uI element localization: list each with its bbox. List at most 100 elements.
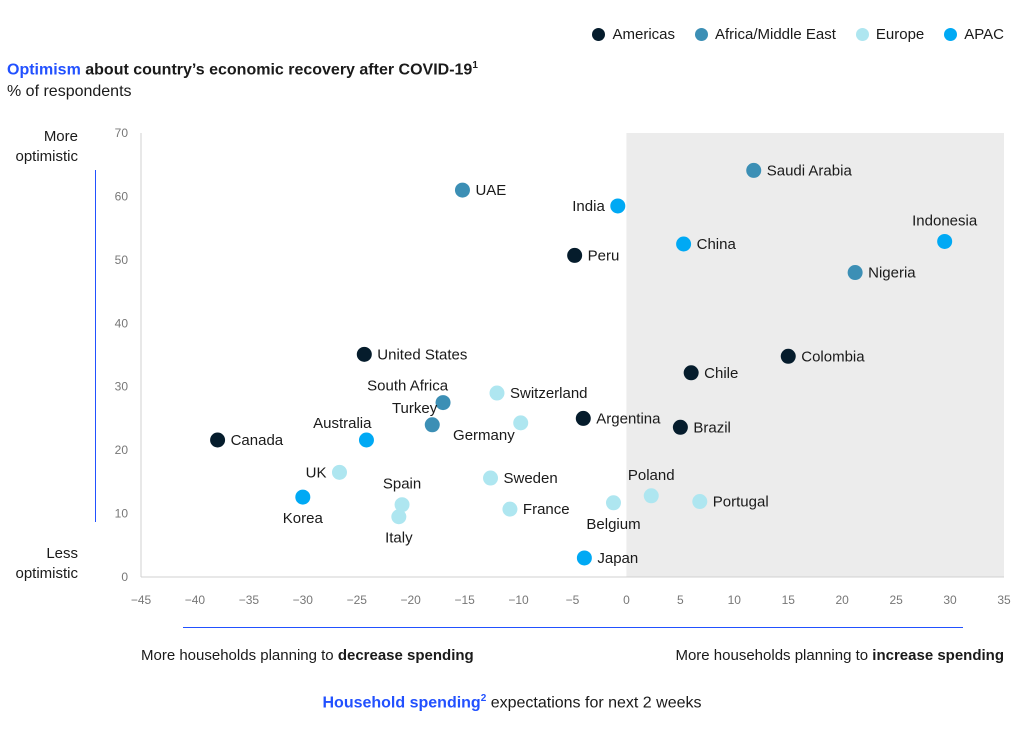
point-label-belgium: Belgium bbox=[586, 516, 640, 533]
x-tick-label: −20 bbox=[401, 593, 422, 607]
point-label-switzerland: Switzerland bbox=[510, 385, 588, 402]
point-australia bbox=[358, 432, 374, 448]
x-axis-arrow-line bbox=[183, 627, 963, 628]
point-label-china: China bbox=[697, 236, 737, 253]
point-label-colombia: Colombia bbox=[801, 348, 865, 365]
shaded-increase-region bbox=[626, 133, 1004, 577]
title-rest: about country’s economic recovery after … bbox=[80, 61, 473, 79]
x-title-rest: expectations for next 2 weeks bbox=[486, 694, 702, 712]
point-label-peru: Peru bbox=[588, 247, 620, 264]
y-axis-bottom-label: Less optimistic bbox=[15, 545, 78, 582]
legend-label-europe: Europe bbox=[875, 26, 925, 43]
x-axis-title: Household spending2 expectations for nex… bbox=[0, 693, 1024, 712]
chart-subtitle: % of respondents bbox=[7, 83, 132, 100]
x-tick-label: −15 bbox=[454, 593, 475, 607]
x-right-prefix: More households planning to bbox=[675, 647, 873, 664]
point-colombia bbox=[780, 348, 796, 364]
point-label-turkey: Turkey bbox=[392, 400, 438, 417]
point-portugal bbox=[692, 494, 708, 510]
point-label-australia: Australia bbox=[313, 415, 372, 432]
point-japan bbox=[576, 550, 592, 566]
point-label-saudi-arabia: Saudi Arabia bbox=[767, 162, 853, 179]
point-korea bbox=[295, 489, 311, 505]
point-label-canada: Canada bbox=[231, 432, 284, 449]
x-tick-label: 35 bbox=[997, 593, 1011, 607]
point-label-italy: Italy bbox=[385, 530, 413, 547]
point-label-sweden: Sweden bbox=[504, 470, 558, 487]
legend-item-africa-middle-east: Africa/Middle East bbox=[695, 26, 836, 43]
point-south-africa bbox=[435, 395, 451, 411]
legend: Americas Africa/Middle East Europe APAC bbox=[592, 26, 1004, 43]
legend-dot-apac bbox=[944, 28, 958, 41]
point-label-south-africa: South Africa bbox=[367, 378, 449, 395]
x-tick-label: 10 bbox=[728, 593, 742, 607]
x-right-bold: increase spending bbox=[872, 647, 1004, 664]
x-left-prefix: More households planning to bbox=[141, 647, 338, 664]
point-uk bbox=[331, 464, 347, 480]
point-switzerland bbox=[489, 385, 505, 401]
x-axis-left-label: More households planning to decrease spe… bbox=[141, 647, 474, 664]
point-label-indonesia: Indonesia bbox=[912, 212, 978, 229]
x-tick-label: −45 bbox=[131, 593, 152, 607]
point-label-united-states: United States bbox=[377, 346, 467, 363]
y-axis-arrow-line bbox=[95, 170, 96, 522]
x-tick-label: 5 bbox=[677, 593, 684, 607]
point-germany bbox=[513, 415, 529, 431]
point-label-argentina: Argentina bbox=[596, 410, 661, 427]
y-axis-top-label: More optimistic bbox=[15, 128, 78, 165]
title-footnote: 1 bbox=[472, 60, 478, 71]
point-label-chile: Chile bbox=[704, 365, 738, 382]
x-tick-label: −25 bbox=[347, 593, 368, 607]
x-axis-right-label: More households planning to increase spe… bbox=[675, 647, 1004, 664]
point-france bbox=[502, 501, 518, 517]
chart-title: Optimism about country’s economic recove… bbox=[7, 60, 478, 79]
point-label-brazil: Brazil bbox=[693, 419, 731, 436]
x-tick-label: −10 bbox=[508, 593, 529, 607]
point-label-japan: Japan bbox=[597, 550, 638, 567]
legend-dot-europe bbox=[855, 28, 869, 41]
y-tick-label: 50 bbox=[115, 253, 129, 267]
point-label-uae: UAE bbox=[475, 182, 506, 199]
y-tick-label: 30 bbox=[115, 380, 129, 394]
x-tick-label: 25 bbox=[889, 593, 903, 607]
point-spain bbox=[394, 497, 410, 513]
point-indonesia bbox=[937, 233, 953, 249]
x-tick-label: −35 bbox=[239, 593, 260, 607]
point-label-spain: Spain bbox=[383, 476, 421, 493]
point-label-nigeria: Nigeria bbox=[868, 265, 916, 282]
point-label-portugal: Portugal bbox=[713, 494, 769, 511]
legend-label-apac: APAC bbox=[964, 26, 1004, 43]
x-tick-label: 30 bbox=[943, 593, 957, 607]
y-tick-label: 70 bbox=[115, 126, 129, 140]
legend-dot-africa-middle-east bbox=[695, 28, 708, 41]
point-label-germany: Germany bbox=[453, 427, 515, 444]
x-tick-label: −30 bbox=[293, 593, 314, 607]
point-nigeria bbox=[847, 265, 863, 281]
x-title-highlight: Household spending bbox=[322, 694, 481, 712]
y-tick-label: 20 bbox=[115, 443, 129, 457]
x-title-footnote: 2 bbox=[480, 693, 487, 704]
title-highlight: Optimism bbox=[7, 61, 81, 79]
y-tick-label: 40 bbox=[115, 316, 129, 330]
point-china bbox=[676, 236, 692, 252]
y-tick-label: 10 bbox=[115, 507, 129, 521]
legend-label-americas: Americas bbox=[612, 26, 675, 43]
x-tick-label: −5 bbox=[566, 593, 580, 607]
point-saudi-arabia bbox=[746, 162, 762, 178]
point-uae bbox=[454, 182, 470, 198]
point-turkey bbox=[424, 417, 440, 433]
point-label-poland: Poland bbox=[628, 467, 675, 484]
point-label-uk: UK bbox=[306, 464, 327, 481]
x-tick-label: 15 bbox=[782, 593, 796, 607]
legend-dot-americas bbox=[592, 28, 606, 41]
y-tick-label: 0 bbox=[121, 570, 128, 584]
legend-item-apac: APAC bbox=[944, 26, 1004, 43]
point-canada bbox=[210, 432, 226, 448]
x-tick-label: 20 bbox=[836, 593, 850, 607]
x-tick-label: −40 bbox=[185, 593, 206, 607]
point-united-states bbox=[356, 346, 372, 362]
point-label-korea: Korea bbox=[283, 510, 324, 527]
point-label-france: France bbox=[523, 501, 570, 518]
point-chile bbox=[683, 365, 699, 381]
